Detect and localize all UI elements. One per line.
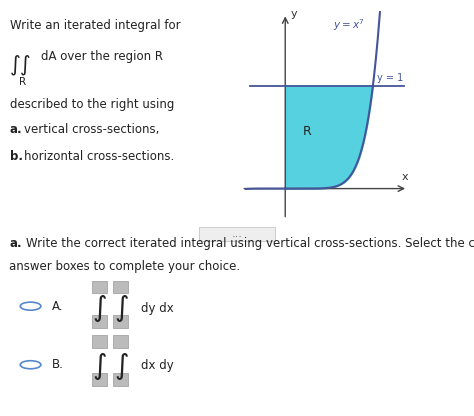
FancyBboxPatch shape [113, 315, 128, 328]
FancyBboxPatch shape [91, 280, 107, 293]
Text: B.: B. [52, 358, 64, 371]
FancyBboxPatch shape [113, 280, 128, 293]
FancyBboxPatch shape [91, 373, 107, 386]
Circle shape [20, 302, 41, 310]
Text: ∫: ∫ [114, 352, 128, 380]
FancyBboxPatch shape [91, 315, 107, 328]
Text: ∫: ∫ [114, 294, 128, 322]
Text: dy dx: dy dx [141, 302, 173, 314]
Text: dx dy: dx dy [141, 359, 173, 372]
Text: a.: a. [9, 237, 22, 250]
Text: horizontal cross-sections.: horizontal cross-sections. [24, 150, 174, 163]
Text: a.: a. [10, 123, 22, 136]
Text: ∫: ∫ [92, 294, 107, 322]
FancyBboxPatch shape [91, 335, 107, 348]
Text: y: y [291, 9, 297, 19]
Text: x: x [402, 172, 409, 182]
Text: b.: b. [10, 150, 23, 163]
Text: answer boxes to complete your choice.: answer boxes to complete your choice. [9, 260, 241, 273]
Text: R: R [19, 77, 26, 87]
Circle shape [20, 361, 41, 369]
Text: Write an iterated integral for: Write an iterated integral for [10, 19, 181, 32]
Text: ∫: ∫ [92, 352, 107, 380]
Text: Write the correct iterated integral using vertical cross-sections. Select the co: Write the correct iterated integral usin… [26, 237, 474, 250]
Text: R: R [303, 126, 311, 139]
Text: $y = x^7$: $y = x^7$ [334, 17, 365, 33]
Text: vertical cross-sections,: vertical cross-sections, [24, 123, 159, 136]
Text: dA over the region R: dA over the region R [41, 50, 163, 63]
FancyBboxPatch shape [113, 373, 128, 386]
FancyBboxPatch shape [113, 335, 128, 348]
Text: ∫∫: ∫∫ [10, 54, 32, 74]
Text: described to the right using: described to the right using [10, 98, 174, 111]
Text: y = 1: y = 1 [377, 74, 403, 84]
Text: ...: ... [232, 229, 242, 239]
Text: A.: A. [52, 300, 63, 313]
